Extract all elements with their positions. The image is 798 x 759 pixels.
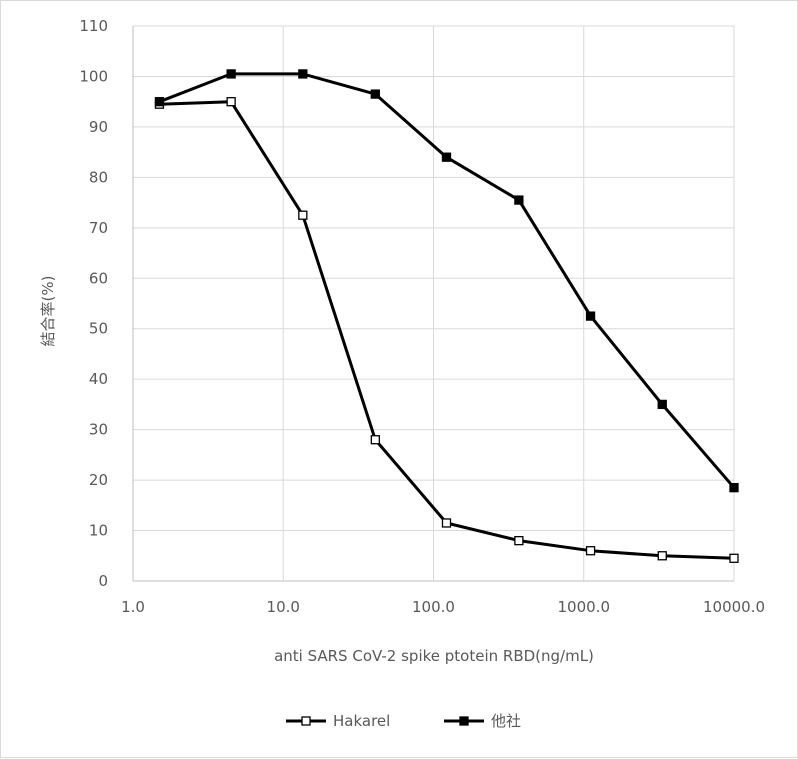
- data-point: [657, 399, 667, 410]
- y-tick-label: 90: [89, 118, 108, 136]
- data-point: [585, 546, 596, 556]
- data-point: [585, 311, 596, 321]
- x-tick-label: 10000.0: [703, 598, 765, 616]
- legend-label: Hakarel: [333, 712, 390, 730]
- y-tick-label: 110: [79, 17, 108, 35]
- data-point: [370, 89, 380, 99]
- y-tick-label: 80: [89, 168, 108, 186]
- y-tick-label: 100: [79, 67, 108, 85]
- series-line: [159, 100, 735, 560]
- y-tick-labels: 0 10 20 30 40 50 60 70 80 90 100 110: [79, 17, 108, 590]
- legend-marker: [301, 716, 311, 726]
- data-point: [514, 195, 524, 205]
- data-point: [298, 210, 308, 220]
- x-axis-title: anti SARS CoV-2 spike ptotein RBD(ng/mL): [274, 647, 594, 665]
- y-axis-title: 結合率(%): [39, 276, 57, 347]
- series-2: [154, 69, 739, 493]
- y-tick-label: 40: [89, 370, 108, 388]
- legend-label: 他社: [491, 712, 521, 730]
- x-tick-label: 1000.0: [558, 598, 611, 616]
- data-point: [514, 535, 524, 546]
- series-line: [158, 72, 736, 489]
- data-point: [370, 435, 380, 445]
- x-tick-label: 1.0: [121, 598, 145, 616]
- y-tick-label: 10: [89, 522, 108, 540]
- x-tick-label: 10.0: [267, 598, 300, 616]
- axes: [132, 26, 734, 582]
- y-tick-label: 0: [98, 572, 108, 590]
- data-point: [154, 97, 165, 107]
- legend: Hakarel 他社: [286, 712, 521, 730]
- data-point: [441, 152, 452, 162]
- gridlines: [133, 25, 735, 581]
- data-point: [226, 69, 236, 79]
- data-point: [729, 553, 739, 563]
- series-group: [154, 69, 739, 563]
- y-tick-label: 70: [89, 219, 108, 237]
- data-point: [729, 483, 739, 493]
- legend-marker: [459, 716, 469, 726]
- data-point: [441, 518, 452, 528]
- legend-item: 他社: [444, 712, 521, 730]
- series-1: [154, 97, 739, 563]
- y-tick-label: 50: [89, 320, 108, 338]
- y-tick-label: 20: [89, 471, 108, 489]
- x-tick-label: 100.0: [412, 598, 455, 616]
- data-point: [226, 97, 236, 107]
- x-tick-labels: 1.0 10.0 100.0 1000.0 10000.0: [121, 598, 765, 616]
- data-point: [298, 69, 308, 79]
- y-tick-label: 30: [89, 421, 108, 439]
- legend-item: Hakarel: [286, 712, 390, 730]
- data-point: [657, 551, 667, 561]
- y-tick-label: 60: [89, 269, 108, 287]
